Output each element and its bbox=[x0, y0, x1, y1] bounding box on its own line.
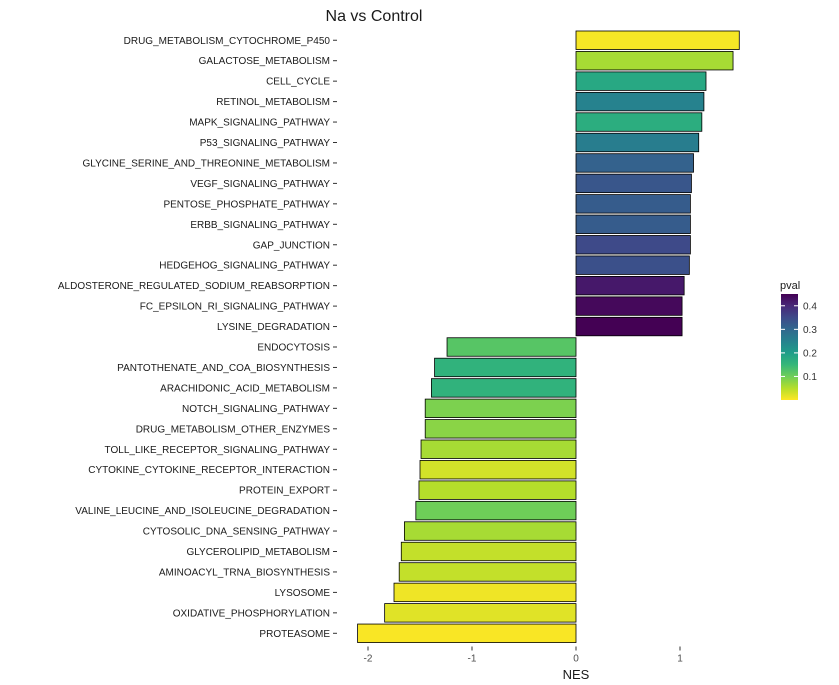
bar bbox=[575, 112, 703, 132]
pval-legend: pval 0.1 0.2 0.3 0.4 bbox=[780, 280, 817, 400]
legend-tick-label: 0.1 bbox=[803, 372, 817, 383]
bar bbox=[575, 275, 685, 296]
bar bbox=[393, 582, 577, 603]
y-tick-label: TOLL_LIKE_RECEPTOR_SIGNALING_PATHWAY bbox=[105, 445, 331, 456]
bar bbox=[415, 500, 577, 521]
bar bbox=[419, 460, 577, 480]
y-tick-label: RETINOL_METABOLISM bbox=[216, 97, 330, 108]
y-tick-label: CELL_CYCLE bbox=[266, 77, 330, 88]
bar bbox=[431, 378, 577, 398]
y-tick-label: PROTEASOME bbox=[259, 629, 330, 640]
y-tick-label: LYSINE_DEGRADATION bbox=[217, 322, 330, 333]
y-tick-label: NOTCH_SIGNALING_PATHWAY bbox=[182, 404, 330, 415]
y-tick-label: PANTOTHENATE_AND_COA_BIOSYNTHESIS bbox=[117, 363, 330, 374]
bar bbox=[575, 173, 692, 194]
bar bbox=[446, 337, 577, 357]
legend-tick-label: 0.4 bbox=[803, 301, 817, 312]
bar bbox=[575, 132, 700, 153]
legend-title: pval bbox=[780, 280, 800, 292]
bar bbox=[575, 214, 691, 234]
bar bbox=[398, 562, 577, 582]
x-tick-label: 1 bbox=[677, 654, 683, 665]
bar bbox=[424, 398, 577, 419]
y-tick-label: GALACTOSE_METABOLISM bbox=[199, 56, 330, 67]
bar bbox=[403, 521, 577, 541]
x-tick-label: -1 bbox=[468, 654, 477, 665]
bar bbox=[575, 71, 707, 91]
bar bbox=[418, 480, 577, 500]
y-axis-ticks bbox=[333, 39, 337, 634]
legend-tick-label: 0.2 bbox=[803, 348, 817, 359]
y-tick-label: ARACHIDONIC_ACID_METABOLISM bbox=[160, 383, 330, 394]
y-tick-label: ALDOSTERONE_REGULATED_SODIUM_REABSORPTIO… bbox=[58, 281, 330, 292]
y-tick-label: CYTOSOLIC_DNA_SENSING_PATHWAY bbox=[143, 527, 331, 538]
bar bbox=[575, 296, 683, 316]
y-tick-label: OXIDATIVE_PHOSPHORYLATION bbox=[173, 608, 330, 619]
bar bbox=[575, 91, 705, 112]
y-tick-label: PENTOSE_PHOSPHATE_PATHWAY bbox=[163, 199, 330, 210]
y-tick-label: GLYCEROLIPID_METABOLISM bbox=[186, 547, 330, 558]
chart-title: Na vs Control bbox=[326, 8, 423, 25]
bar bbox=[424, 419, 577, 439]
y-tick-label: PROTEIN_EXPORT bbox=[239, 486, 330, 497]
bar bbox=[434, 357, 577, 378]
bar bbox=[575, 51, 734, 71]
bar bbox=[575, 316, 683, 337]
bars bbox=[357, 30, 740, 643]
y-tick-label: CYTOKINE_CYTOKINE_RECEPTOR_INTERACTION bbox=[88, 465, 330, 476]
y-tick-label: DRUG_METABOLISM_CYTOCHROME_P450 bbox=[124, 36, 331, 47]
bar bbox=[575, 153, 694, 173]
y-tick-label: FC_EPSILON_RI_SIGNALING_PATHWAY bbox=[140, 302, 331, 313]
y-tick-label: ERBB_SIGNALING_PATHWAY bbox=[190, 220, 330, 231]
y-tick-label: ENDOCYTOSIS bbox=[257, 343, 330, 354]
y-tick-label: GAP_JUNCTION bbox=[253, 240, 330, 251]
y-tick-label: LYSOSOME bbox=[275, 588, 331, 599]
bar bbox=[400, 541, 577, 562]
y-tick-label: MAPK_SIGNALING_PATHWAY bbox=[189, 118, 330, 129]
bar bbox=[384, 603, 577, 623]
y-tick-label: P53_SIGNALING_PATHWAY bbox=[200, 138, 331, 149]
x-axis-title: NES bbox=[563, 667, 590, 682]
y-tick-label: AMINOACYL_TRNA_BIOSYNTHESIS bbox=[159, 567, 330, 578]
bar bbox=[575, 30, 740, 50]
y-tick-label: HEDGEHOG_SIGNALING_PATHWAY bbox=[159, 261, 330, 272]
legend-colorbar bbox=[781, 294, 798, 400]
x-tick-label: 0 bbox=[573, 654, 579, 665]
x-axis-ticks: -2 -1 0 1 bbox=[364, 646, 683, 665]
bar bbox=[575, 255, 690, 275]
y-axis-labels: DRUG_METABOLISM_CYTOCHROME_P450 GALACTOSE… bbox=[58, 36, 331, 640]
y-tick-label: VALINE_LEUCINE_AND_ISOLEUCINE_DEGRADATIO… bbox=[75, 506, 330, 517]
y-tick-label: DRUG_METABOLISM_OTHER_ENZYMES bbox=[136, 424, 331, 435]
bar bbox=[357, 623, 577, 643]
x-tick-label: -2 bbox=[364, 654, 373, 665]
y-tick-label: VEGF_SIGNALING_PATHWAY bbox=[190, 179, 330, 190]
y-tick-label: GLYCINE_SERINE_AND_THREONINE_METABOLISM bbox=[83, 158, 330, 169]
bar bbox=[575, 194, 691, 214]
bar bbox=[420, 439, 577, 459]
bar bbox=[575, 235, 691, 255]
legend-tick-label: 0.3 bbox=[803, 325, 817, 336]
